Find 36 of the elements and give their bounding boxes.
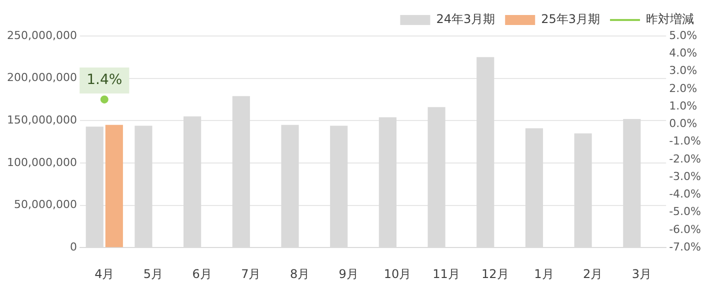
y-tick-label: 0 <box>70 240 77 254</box>
x-tick-label: 3月 <box>632 266 652 281</box>
x-tick-label: 2月 <box>583 266 603 281</box>
x-tick-label: 10月 <box>384 266 412 281</box>
data-label: 1.4% <box>86 72 122 88</box>
x-tick-label: 8月 <box>290 266 310 281</box>
y-tick-label: 150,000,000 <box>6 114 77 126</box>
x-tick-label: 12月 <box>481 266 509 281</box>
y2-tick-label: -7.0% <box>669 240 702 254</box>
y-tick-label: 50,000,000 <box>14 198 77 212</box>
y2-tick-label: 5.0% <box>669 28 698 42</box>
y-tick-label: 100,000,000 <box>6 156 77 169</box>
y2-tick-label: 1.0% <box>669 99 698 112</box>
y2-tick-label: -2.0% <box>669 152 702 166</box>
y2-tick-label: -4.0% <box>669 188 702 201</box>
y2-tick-label: -6.0% <box>669 222 702 236</box>
x-tick-label: 4月 <box>94 266 114 281</box>
x-tick-label: 7月 <box>241 266 261 281</box>
y2-tick-label: -5.0% <box>669 205 702 218</box>
y2-tick-label: 3.0% <box>669 64 698 78</box>
x-tick-label: 11月 <box>432 266 460 281</box>
y2-tick-label: 2.0% <box>669 82 698 95</box>
y2-tick-label: 4.0% <box>669 46 698 60</box>
x-tick-label: 6月 <box>192 266 212 281</box>
bar <box>105 124 123 248</box>
y-tick-label: 250,000,000 <box>6 28 77 42</box>
x-tick-label: 9月 <box>338 266 358 281</box>
legend-label: 24年3月期 <box>436 12 496 26</box>
y-tick-label: 200,000,000 <box>6 71 77 84</box>
y2-tick-label: -1.0% <box>669 134 702 148</box>
x-tick-label: 1月 <box>534 266 554 281</box>
y2-tick-label: -3.0% <box>669 170 702 183</box>
x-tick-label: 5月 <box>143 266 164 281</box>
legend-label: 25年3月期 <box>541 12 600 26</box>
y2-tick-label: 0.0% <box>669 117 698 130</box>
legend-label: 昨対増減 <box>646 12 694 26</box>
